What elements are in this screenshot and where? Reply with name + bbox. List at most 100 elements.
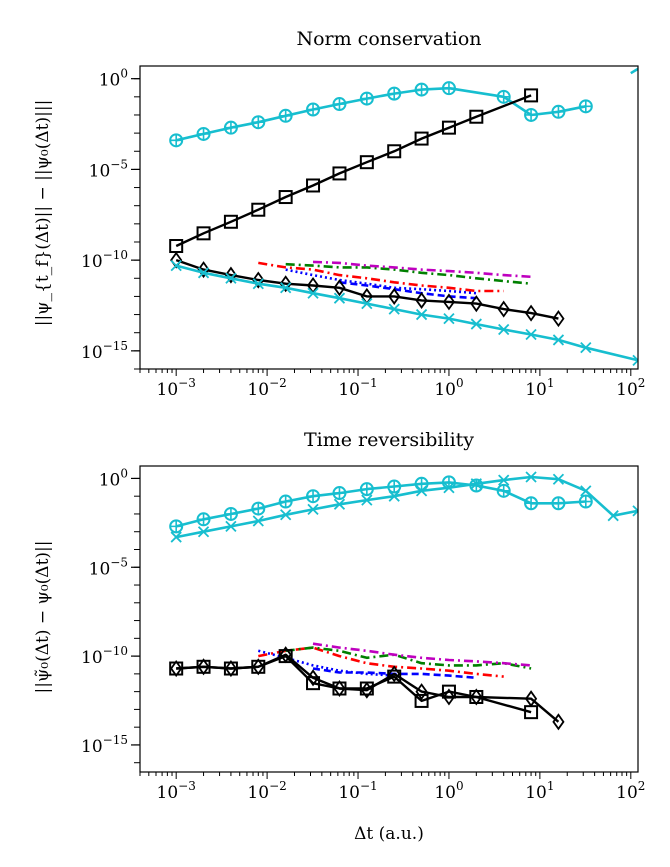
data-point [251,501,266,516]
data-point [361,494,373,506]
series-line [175,475,638,539]
marker-plus [442,82,455,95]
data-point [470,688,483,706]
y-axis-label: ||ψ_{t_f}(Δt)|| − ||ψ₀(Δt)||| [33,100,53,327]
marker-plus [415,477,428,490]
data-point [387,144,402,159]
series-line [175,481,586,528]
y-tick-label: 100 [99,67,128,91]
data-point [170,531,182,543]
data-point [360,681,373,699]
marker-plus [279,495,292,508]
data-point [552,310,565,328]
data-point [252,515,264,527]
marker-plus [224,121,237,134]
data-point [333,498,346,510]
data-point [415,485,428,497]
y-tick-label: 10−5 [89,157,128,181]
data-point [223,506,238,521]
data-point [387,479,402,494]
y-tick-label: 10−10 [81,644,128,668]
data-point [525,328,537,341]
data-point [415,291,428,309]
marker-plus [360,92,373,105]
series-line [339,281,477,300]
data-point [223,214,238,229]
data-point [197,267,210,279]
plot-area [169,67,638,366]
data-point [632,354,638,366]
data-point [470,295,483,313]
data-point [441,81,456,96]
series-line [258,261,504,293]
data-point [278,108,293,123]
x-tick-label: 100 [434,376,463,400]
data-point [441,120,456,135]
panel-time-reversibility: Time reversibility ||ψ̃₀(Δt) − ψ₀(Δt)|| … [33,429,645,844]
data-point [197,658,210,676]
data-point [307,287,319,299]
data-point [442,293,456,311]
series-line [175,258,559,320]
series-line [175,264,638,362]
marker-plus [388,480,401,493]
data-point [388,303,400,315]
series-line [285,646,532,670]
panel-norm-conservation: Norm conservation ||ψ_{t_f}(Δt)|| − ||ψ₀… [33,28,645,400]
data-point [252,278,264,290]
data-point [580,485,592,497]
x-tick-label: 102 [616,376,645,400]
data-point [578,99,593,114]
data-point [359,155,374,170]
data-point [552,334,565,346]
marker-plus [442,476,455,489]
data-point [359,91,374,106]
chart-title: Norm conservation [296,28,481,50]
series-line [312,260,532,279]
x-tick-label: 101 [525,779,554,803]
data-point [414,476,429,491]
data-point [197,261,210,279]
x-tick-label: 10−2 [247,376,286,400]
x-tick-label: 10−3 [157,376,196,400]
data-point [442,688,456,706]
data-point [578,494,593,509]
data-point [415,683,428,701]
data-point [388,287,401,305]
data-point [387,86,402,101]
data-point [252,271,265,289]
chart-title: Time reversibility [304,429,474,451]
data-point [525,471,537,483]
x-axis-label: Δt (a.u.) [354,824,424,844]
marker-plus [307,103,320,116]
marker-plus [333,487,346,500]
data-point [607,510,619,522]
marker-plus [197,513,210,526]
marker-plus [525,497,538,510]
data-point [361,298,373,310]
data-point [498,323,510,336]
data-point [251,202,266,217]
marker-plus [197,127,210,140]
data-point [170,659,183,678]
marker-plus [360,483,373,496]
data-point [278,190,293,205]
x-tick-label: 10−1 [338,376,377,400]
data-point [251,115,266,130]
data-point [388,665,401,683]
marker-plus [497,90,510,103]
data-point [224,659,238,678]
axes-frame [139,465,639,773]
y-axis-label: ||ψ̃₀(Δt) − ψ₀(Δt)|| [33,541,53,694]
x-tick-label: 10−3 [157,779,196,803]
data-point [278,494,293,509]
marker-plus [579,100,592,113]
data-point [306,178,321,193]
data-point [496,89,511,104]
data-point [170,259,182,272]
data-point [632,505,638,517]
data-point [551,104,566,119]
plot-area [169,471,638,731]
data-point [252,658,265,676]
data-point [224,266,238,284]
